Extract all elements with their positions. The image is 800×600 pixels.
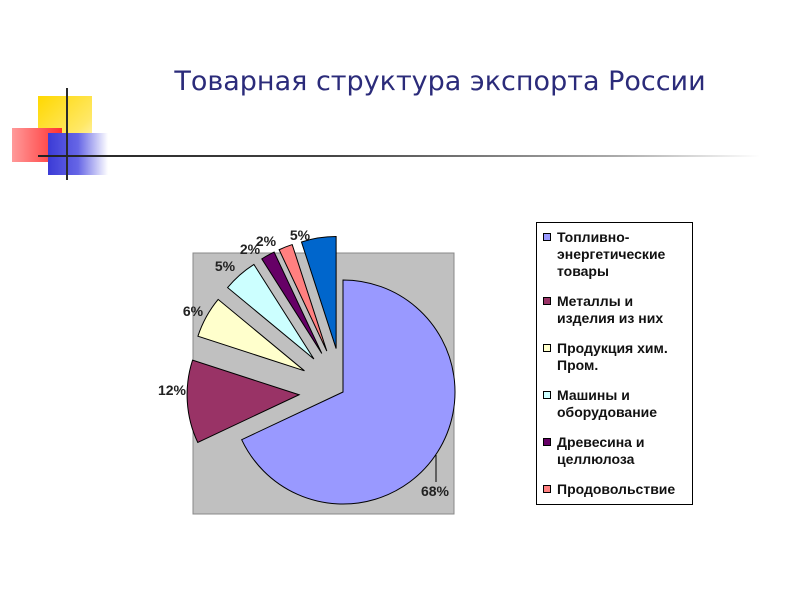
slice-label-6: 2% (256, 233, 277, 249)
legend-label: Машины и оборудование (557, 387, 658, 420)
page-title: Товарная структура экспорта России (174, 66, 706, 97)
legend-label: Продовольствие (557, 481, 676, 497)
pie-slice-5 (261, 251, 323, 354)
legend-item: Продовольствие (543, 481, 692, 498)
pie-slice-1 (240, 279, 456, 505)
chart-legend: Топливно- энергетические товары Металлы … (536, 222, 693, 505)
legend-swatch (543, 233, 551, 241)
legend-label: Топливно- энергетические товары (557, 229, 666, 279)
pie-slice-2 (186, 359, 301, 444)
legend-swatch (543, 297, 551, 305)
pie-slice-4 (226, 263, 315, 360)
slice-label-2: 12% (158, 382, 187, 398)
legend-swatch (543, 391, 551, 399)
slice-label-3: 6% (183, 303, 204, 319)
legend-swatch (543, 344, 551, 352)
legend-swatch (543, 438, 551, 446)
pie-slice-6 (278, 243, 328, 352)
legend-label: Металлы и изделия из них (557, 293, 664, 326)
slice-label-7: 5% (290, 227, 311, 243)
legend-item: Древесина и целлюлоза (543, 434, 692, 468)
decor-blue-square (48, 133, 108, 175)
pie-slice-3 (197, 298, 305, 372)
legend-item: Металлы и изделия из них (543, 293, 692, 327)
pie-slice-7 (300, 236, 337, 349)
legend-label: Древесина и целлюлоза (557, 434, 645, 467)
slice-label-1: 68% (421, 483, 450, 499)
decor-horizontal-line (38, 155, 760, 157)
legend-item: Топливно- энергетические товары (543, 229, 692, 280)
legend-swatch (543, 485, 551, 493)
slice-label-5: 2% (240, 241, 261, 257)
legend-item: Продукция хим. Пром. (543, 340, 692, 374)
legend-item: Машины и оборудование (543, 387, 692, 421)
legend-label: Продукция хим. Пром. (557, 340, 668, 373)
slice-label-4: 5% (215, 258, 236, 274)
decor-vertical-line (66, 88, 68, 180)
